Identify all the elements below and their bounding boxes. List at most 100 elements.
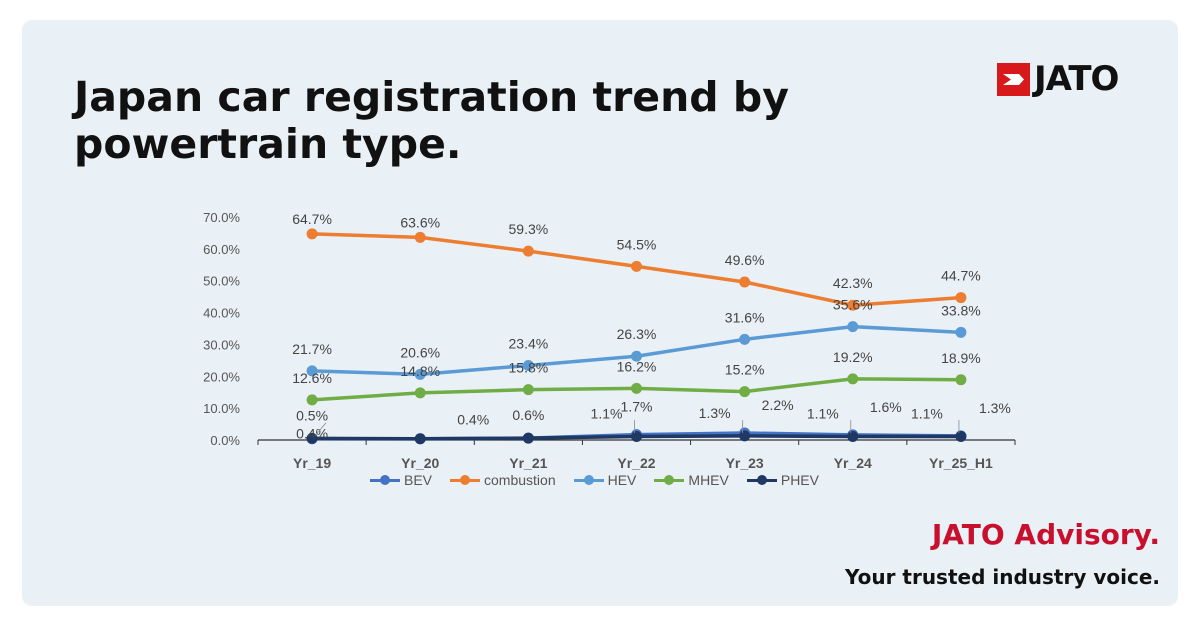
data-point-combustion <box>955 292 967 304</box>
data-point-phev <box>414 433 426 445</box>
data-point-hev <box>414 368 426 380</box>
data-label-mhev: 12.6% <box>292 370 332 386</box>
data-label-bev: 2.2% <box>762 397 794 413</box>
data-point-phev <box>847 430 859 442</box>
data-label-mhev: 19.2% <box>833 349 873 365</box>
x-tick-label: Yr_19 <box>293 455 331 470</box>
data-point-hev <box>847 321 859 333</box>
data-label-combustion: 63.6% <box>400 214 440 230</box>
data-point-mhev <box>414 387 426 399</box>
data-label-phev: 1.1% <box>807 405 839 421</box>
data-label-bev: 1.7% <box>621 399 653 415</box>
brand-tagline: JATO Advisory. <box>931 518 1160 551</box>
data-label-combustion: 49.6% <box>725 252 765 268</box>
data-label-phev: 0.4% <box>457 412 489 428</box>
x-tick-label: Yr_24 <box>834 455 872 470</box>
x-tick-label: Yr_20 <box>401 455 439 470</box>
legend-item-phev: PHEV <box>746 472 819 488</box>
data-label-combustion: 54.5% <box>617 236 657 252</box>
data-label-mhev: 15.2% <box>725 362 765 378</box>
data-label-hev: 35.6% <box>833 297 873 313</box>
data-point-phev <box>955 430 967 442</box>
data-point-hev <box>955 326 967 338</box>
y-tick-label: 60.0% <box>203 242 240 257</box>
data-label-phev: 0.5% <box>296 407 328 423</box>
data-label-phev: 1.1% <box>591 405 623 421</box>
data-point-combustion <box>739 276 751 288</box>
data-point-mhev <box>522 384 534 396</box>
logo-text: JATO <box>1034 59 1119 99</box>
data-point-mhev <box>739 386 751 398</box>
data-label-combustion: 42.3% <box>833 275 873 291</box>
label-leader-line <box>314 422 327 436</box>
y-tick-label: 30.0% <box>203 337 240 352</box>
legend-swatch <box>573 474 604 486</box>
page-title: Japan car registration trend by powertra… <box>74 73 789 168</box>
data-label-bev: 1.6% <box>870 399 902 415</box>
data-point-mhev <box>955 374 967 386</box>
data-point-mhev <box>847 373 859 385</box>
data-label-hev: 26.3% <box>617 326 657 342</box>
data-label-mhev: 16.2% <box>617 358 657 374</box>
data-label-combustion: 44.7% <box>941 268 981 284</box>
data-label-hev: 31.6% <box>725 309 765 325</box>
x-tick-label: Yr_23 <box>726 455 764 470</box>
data-point-phev <box>306 432 318 444</box>
data-point-combustion <box>631 260 642 272</box>
data-label-bev: 1.3% <box>979 400 1011 416</box>
legend-label: HEV <box>607 472 637 488</box>
data-label-mhev: 15.8% <box>509 360 549 376</box>
legend-label: PHEV <box>780 472 819 488</box>
y-tick-label: 70.0% <box>203 210 240 225</box>
data-point-hev <box>739 333 751 345</box>
data-label-hev: 20.6% <box>400 344 440 360</box>
legend-swatch <box>746 474 777 486</box>
jato-logo-icon <box>997 62 1030 96</box>
slogan-text: Your trusted industry voice. <box>844 565 1160 589</box>
legend-label: combustion <box>484 472 556 488</box>
data-label-combustion: 64.7% <box>292 211 332 227</box>
legend-item-hev: HEV <box>573 472 637 488</box>
data-label-hev: 21.7% <box>292 341 332 357</box>
y-tick-label: 40.0% <box>203 306 240 321</box>
y-tick-label: 50.0% <box>203 274 240 289</box>
data-label-phev: 1.1% <box>911 405 943 421</box>
data-label-hev: 23.4% <box>509 335 549 351</box>
data-point-phev <box>522 432 534 444</box>
x-tick-label: Yr_25_H1 <box>929 455 993 470</box>
data-point-mhev <box>631 382 642 394</box>
chart-legend: BEV combustion HEV MHEV PHEV <box>370 472 837 488</box>
card-background <box>22 20 1178 606</box>
data-point-combustion <box>522 245 534 257</box>
legend-item-combustion: combustion <box>450 472 556 488</box>
data-point-combustion <box>414 231 426 243</box>
data-label-mhev: 14.8% <box>400 363 440 379</box>
legend-label: BEV <box>404 472 433 488</box>
data-point-mhev <box>306 394 318 406</box>
data-point-combustion <box>306 228 318 240</box>
data-label-hev: 33.8% <box>941 302 981 318</box>
data-point-hev <box>522 359 534 371</box>
jato-logo: JATO <box>997 59 1119 99</box>
data-point-phev <box>739 430 751 442</box>
data-point-hev <box>631 350 642 362</box>
x-tick-label: Yr_22 <box>617 455 655 470</box>
legend-label: MHEV <box>688 472 729 488</box>
legend-item-bev: BEV <box>370 472 432 488</box>
data-label-phev: 0.6% <box>512 407 544 423</box>
legend-item-mhev: MHEV <box>654 472 729 488</box>
x-tick-label: Yr_21 <box>509 455 547 470</box>
data-point-combustion <box>847 299 859 311</box>
data-point-hev <box>306 365 318 377</box>
data-point-phev <box>631 430 642 442</box>
line-chart: 0.0% 10.0% 20.0% 30.0% 40.0% 50.0% 60.0% 70.0% Y… <box>203 210 1016 470</box>
data-label-bev: 0.4% <box>296 426 328 442</box>
legend-swatch <box>450 474 481 486</box>
data-label-combustion: 59.3% <box>509 221 549 237</box>
y-tick-label: 10.0% <box>203 401 240 416</box>
data-label-mhev: 18.9% <box>941 350 981 366</box>
legend-swatch <box>370 474 400 486</box>
y-tick-label: 20.0% <box>203 369 240 384</box>
y-tick-label: 0.0% <box>210 433 240 448</box>
data-label-phev: 1.3% <box>699 405 731 421</box>
